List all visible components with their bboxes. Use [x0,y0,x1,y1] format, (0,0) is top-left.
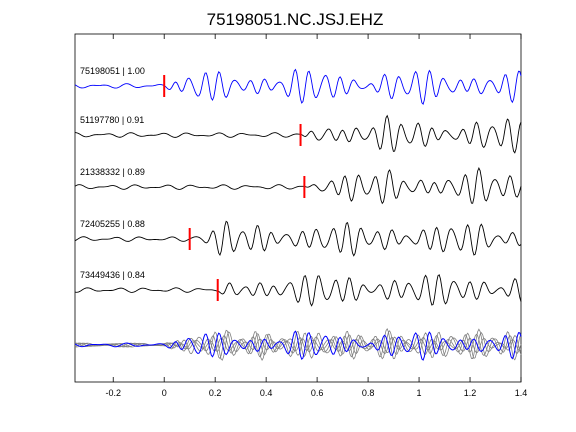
waveform-trace-1 [74,68,522,105]
trace-label-2: 51197780 | 0.91 [80,115,144,125]
traces-group: 75198051 | 1.00 51197780 | 0.91 21338332 |… [74,66,522,361]
x-tick-label: 0.4 [260,388,273,398]
trace-label-5: 73449436 | 0.84 [80,270,145,280]
trace-label-4: 72405255 | 0.88 [80,219,145,229]
x-axis: -0.2 0 0.2 0.4 0.6 0.8 1 1.2 1.4 [105,34,527,398]
trace-label-1: 75198051 | 1.00 [80,66,145,76]
x-tick-label: 1.2 [464,388,477,398]
waveform-trace-3 [74,167,522,205]
x-tick-label: 0.8 [362,388,375,398]
x-tick-label: 0 [162,388,167,398]
waveform-trace-4 [74,220,522,257]
waveform-trace-5 [74,274,522,307]
stacked-trace-4 [74,329,522,360]
x-tick-label: 0.2 [209,388,222,398]
x-tick-label: -0.2 [105,388,121,398]
waveform-trace-2 [74,114,522,154]
x-tick-label: 0.6 [311,388,324,398]
stacked-trace-1 [74,330,522,361]
x-tick-label: 1 [417,388,422,398]
trace-label-3: 21338332 | 0.89 [80,167,145,177]
plot-axes-box [74,33,522,383]
chart-title: 75198051.NC.JSJ.EHZ [207,10,384,29]
x-tick-label: 1.4 [515,388,528,398]
